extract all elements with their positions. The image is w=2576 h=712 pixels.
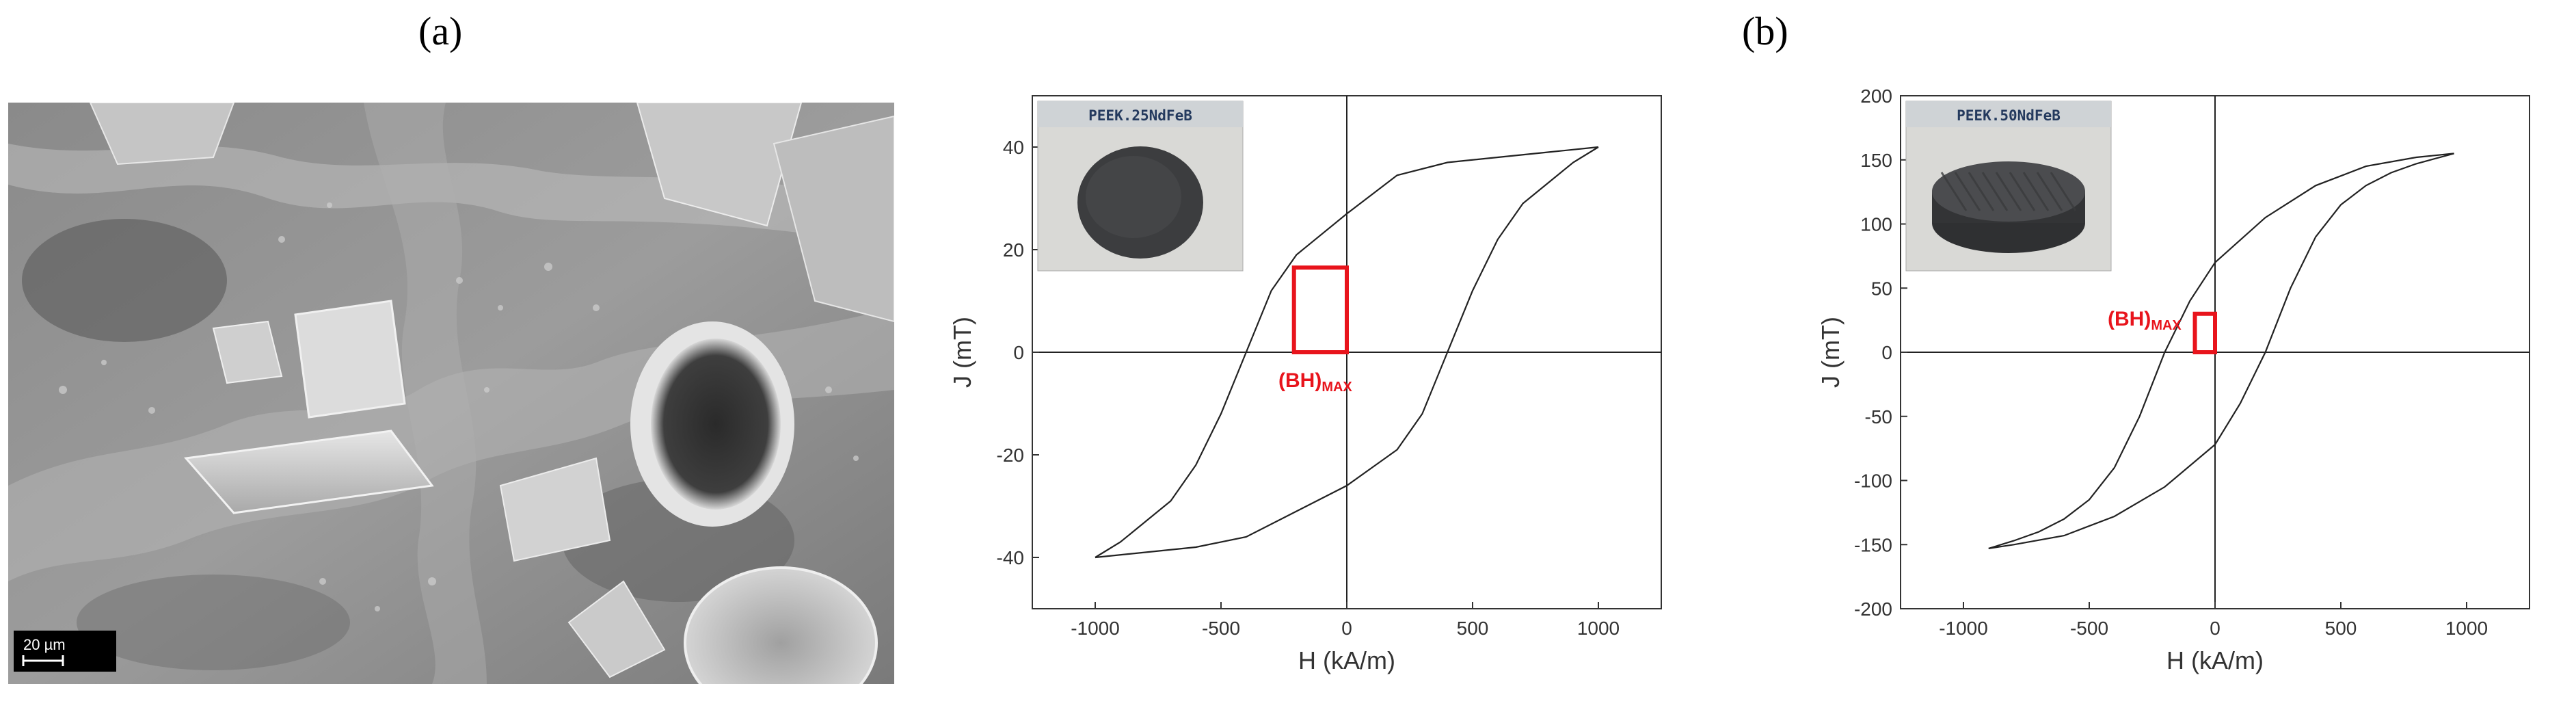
x-tick-label: 1000 xyxy=(2445,618,2488,639)
y-tick-label: 0 xyxy=(1013,342,1024,363)
scale-bar xyxy=(14,631,116,672)
hysteresis-branch-descending xyxy=(1988,153,2454,549)
x-tick-labels-b: -1000 -500 0 500 1000 xyxy=(1939,618,2488,639)
bh-max-main: (BH) xyxy=(1278,369,1321,392)
hysteresis-branch-ascending xyxy=(1095,146,1599,559)
x-axis-title-b: H (kA/m) xyxy=(2166,646,2264,674)
x-axis-title-a: H (kA/m) xyxy=(1298,646,1395,674)
y-tick-label: 0 xyxy=(1881,342,1892,363)
y-axis-title-b: J (mT) xyxy=(1816,317,1844,388)
x-tick-label: -1000 xyxy=(1071,618,1120,639)
x-tick-label: 0 xyxy=(2210,618,2221,639)
y-tick-label: -40 xyxy=(997,547,1024,568)
inset-sample-label: PEEK.50NdFeB xyxy=(1957,107,2061,124)
x-tick-label: -1000 xyxy=(1939,618,1988,639)
y-tick-label: 50 xyxy=(1871,278,1892,299)
y-tick-label: -50 xyxy=(1865,406,1892,427)
y-tick-label: 40 xyxy=(1003,137,1024,158)
x-tick-label: 1000 xyxy=(1577,618,1620,639)
bh-max-box xyxy=(1291,265,1349,354)
x-tick-label: 500 xyxy=(1457,618,1489,639)
hysteresis-chart-b: -1000 -500 0 500 1000 -200-150-100-500501001… xyxy=(1816,85,2530,674)
hysteresis-branch-ascending xyxy=(1988,153,2454,549)
bh-max-label: (BH)MAX xyxy=(2108,308,2182,333)
x-tick-label: 0 xyxy=(1341,618,1352,639)
scale-bar-label: 20 µm xyxy=(23,636,66,653)
y-tick-labels-b: -200 -150 -100 -50 0 50 100 150 200 xyxy=(1854,85,1892,620)
inset-sample-label: PEEK.25NdFeB xyxy=(1088,107,1192,124)
x-tick-label: 500 xyxy=(2325,618,2357,639)
y-tick-label: 100 xyxy=(1860,214,1892,235)
bh-max-label: (BH)MAX xyxy=(1278,369,1352,395)
y-tick-labels-a: -40 -20 0 20 40 xyxy=(997,137,1024,568)
x-tick-labels-a: -1000 -500 0 500 1000 xyxy=(1071,618,1620,639)
y-axis-title-a: J (mT) xyxy=(948,317,976,388)
y-tick-label: -100 xyxy=(1854,471,1892,492)
y-tick-label: 150 xyxy=(1860,150,1892,171)
y-tick-label: -200 xyxy=(1854,598,1892,620)
inset-photo: PEEK.50NdFeB xyxy=(1905,101,2112,272)
panel-label-a: (a) xyxy=(418,9,463,53)
bh-max-box xyxy=(2192,311,2217,354)
x-tick-label: -500 xyxy=(2070,618,2108,639)
x-tick-label: -500 xyxy=(1202,618,1240,639)
inset-photo: PEEK.25NdFeB xyxy=(1037,101,1244,272)
sem-micrograph: 20 µm xyxy=(8,103,894,684)
hysteresis-chart-a: -1000 -500 0 500 1000 -40 -20 0 20 40 H (kA/m) J… xyxy=(948,95,1662,674)
y-tick-label: 20 xyxy=(1003,239,1024,261)
y-tick-label: -150 xyxy=(1854,534,1892,555)
bh-max-subscript: MAX xyxy=(2151,318,2182,333)
hysteresis-branch-descending xyxy=(1095,146,1599,558)
y-tick-label: 200 xyxy=(1860,85,1892,107)
panel-label-b: (b) xyxy=(1742,9,1788,53)
bh-max-subscript: MAX xyxy=(1321,380,1352,395)
bh-max-main: (BH) xyxy=(2108,308,2151,330)
y-tick-label: -20 xyxy=(997,445,1024,466)
